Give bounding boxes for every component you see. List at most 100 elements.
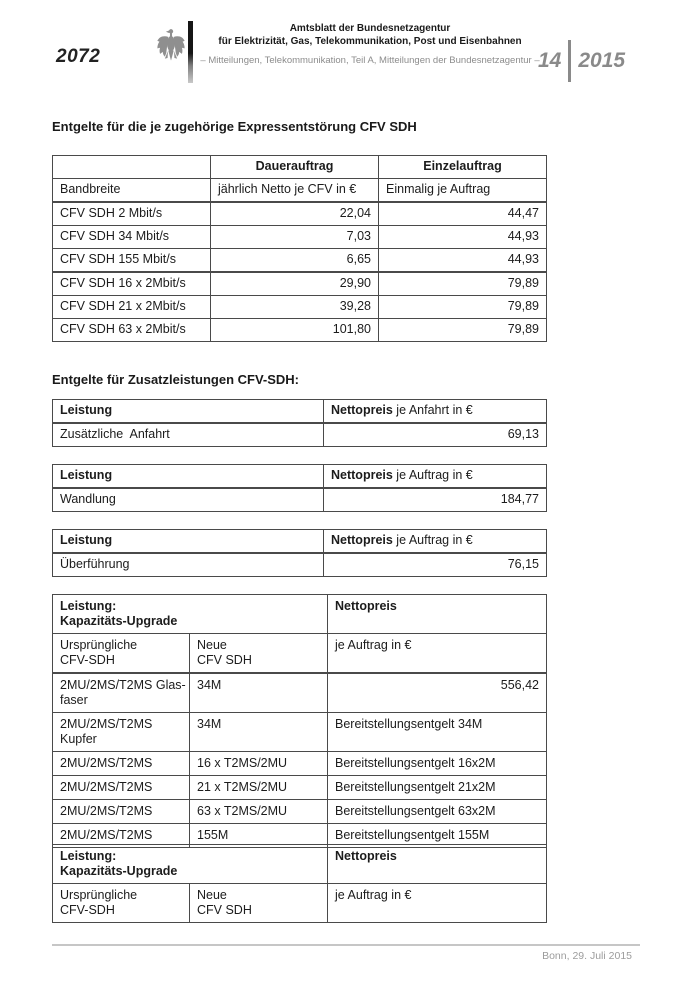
table-row: CFV SDH 63 x 2Mbit/s 101,80 79,89 — [52, 318, 547, 342]
issue-separator-bar — [568, 40, 572, 82]
table-cell: 7,03 — [210, 225, 379, 249]
table-row: CFV SDH 155 Mbit/s 6,65 44,93 — [52, 248, 547, 273]
table-row: 2MU/2MS/T2MS 16 x T2MS/2MU Bereitstellun… — [52, 751, 548, 776]
footer-date: Bonn, 29. Juli 2015 — [542, 950, 632, 962]
table-cell: 2MU/2MS/T2MS — [52, 823, 190, 848]
table-row: 2MU/2MS/T2MS 63 x T2MS/2MU Bereitstellun… — [52, 799, 548, 824]
masthead-divider-bar — [188, 21, 193, 83]
table-row: 2MU/2MS/T2MS 21 x T2MS/2MU Bereitstellun… — [52, 775, 548, 800]
federal-eagle-icon — [156, 23, 186, 72]
table-cell: 16 x T2MS/2MU — [188, 751, 329, 776]
table-cell: 6,65 — [210, 248, 379, 273]
header-row: Leistung Nettopreis je Anfahrt in € — [52, 399, 547, 424]
table-cell: Bereitstellungsentgelt 21x2M — [327, 775, 548, 800]
table-cell: CFV SDH 155 Mbit/s — [52, 248, 211, 273]
header-cell: Bandbreite — [52, 178, 211, 203]
header-cell: Ursprüngliche CFV-SDH — [52, 633, 190, 674]
table-row: 2MU/2MS/T2MS Glas- faser 34M 556,42 — [52, 672, 548, 713]
price-header-bold: Nettopreis — [331, 468, 393, 482]
header-cell: Nettopreis je Auftrag in € — [323, 464, 547, 489]
table-cell: 2MU/2MS/T2MS Kupfer — [52, 712, 190, 752]
table-cell: 34M — [188, 712, 329, 752]
table-cell: CFV SDH 21 x 2Mbit/s — [52, 295, 211, 319]
header-row: Dauerauftrag Einzelauftrag — [52, 155, 547, 179]
header-cell: Nettopreis je Auftrag in € — [323, 529, 547, 554]
header-cell: Einzelauftrag — [378, 155, 547, 179]
header-cell: Leistung — [52, 464, 324, 489]
table-cell: CFV SDH 16 x 2Mbit/s — [52, 271, 211, 296]
table-cell: 29,90 — [210, 271, 379, 296]
header-cell: jährlich Netto je CFV in € — [210, 178, 379, 203]
wandlung-charge-table: Leistung Nettopreis je Auftrag in € Wand… — [52, 464, 547, 512]
header-row: Leistung: Kapazitäts-Upgrade Nettopreis — [51, 594, 548, 634]
express-fault-charges-table: Dauerauftrag Einzelauftrag Bandbreite jä… — [52, 155, 547, 342]
issue-year: 2015 — [578, 49, 626, 72]
masthead-subtitle: – Mitteilungen, Telekommunikation, Teil … — [200, 55, 540, 66]
table-cell: 21 x T2MS/2MU — [188, 775, 329, 800]
anfahrt-charge-table: Leistung Nettopreis je Anfahrt in € Zusä… — [52, 399, 547, 447]
header-cell: Leistung: Kapazitäts-Upgrade — [51, 594, 329, 634]
header-row: Leistung Nettopreis je Auftrag in € — [52, 529, 547, 554]
section-title-additional-services: Entgelte für Zusatzleistungen CFV-SDH: — [52, 372, 300, 387]
price-header-rest: je Auftrag in € — [392, 533, 473, 547]
table-cell: 556,42 — [327, 672, 548, 713]
issue-number: 14 — [538, 49, 562, 72]
header-row: Ursprüngliche CFV-SDH Neue CFV SDH je Au… — [52, 633, 548, 674]
table-cell: 155M — [188, 823, 329, 848]
table-cell: Bereitstellungsentgelt 16x2M — [327, 751, 548, 776]
header-cell: Nettopreis je Anfahrt in € — [323, 399, 547, 424]
table-row: CFV SDH 21 x 2Mbit/s 39,28 79,89 — [52, 295, 547, 319]
table-row: 2MU/2MS/T2MS 155M Bereitstellungsentgelt… — [52, 823, 548, 848]
table-cell: 39,28 — [210, 295, 379, 319]
table-cell: 184,77 — [323, 487, 547, 512]
table-cell: CFV SDH 34 Mbit/s — [52, 225, 211, 249]
price-header-bold: Nettopreis — [331, 533, 393, 547]
header-cell: Dauerauftrag — [210, 155, 379, 179]
header-cell — [52, 155, 211, 179]
table-cell: 79,89 — [378, 271, 547, 296]
header-cell: Leistung — [52, 399, 324, 424]
header-cell: Leistung — [52, 529, 324, 554]
header-cell: Neue CFV SDH — [188, 633, 329, 674]
header-row: Leistung Nettopreis je Auftrag in € — [52, 464, 547, 489]
ueberfuehrung-charge-table: Leistung Nettopreis je Auftrag in € Über… — [52, 529, 547, 577]
header-cell: Nettopreis — [327, 844, 548, 884]
price-header-bold: Nettopreis — [331, 403, 393, 417]
table-row: Wandlung 184,77 — [52, 487, 547, 512]
section-title-express-charges: Entgelte für die je zugehörige Expressen… — [52, 119, 417, 134]
masthead-title-line1: Amtsblatt der Bundesnetzagentur — [289, 23, 451, 34]
table-cell: 76,15 — [323, 552, 547, 577]
masthead-title-line2: für Elektrizität, Gas, Telekommunikation… — [218, 36, 522, 47]
issue-info: 14 2015 — [538, 40, 625, 82]
table-cell: 79,89 — [378, 295, 547, 319]
page-number: 2072 — [56, 46, 101, 67]
table-cell: 2MU/2MS/T2MS — [52, 751, 190, 776]
header-cell: Neue CFV SDH — [188, 883, 329, 923]
table-cell: Bereitstellungsentgelt 63x2M — [327, 799, 548, 824]
table-cell: 44,93 — [378, 248, 547, 273]
table-row: 2MU/2MS/T2MS Kupfer 34M Bereitstellungse… — [52, 712, 548, 752]
table-cell: CFV SDH 63 x 2Mbit/s — [52, 318, 211, 342]
price-header-rest: je Auftrag in € — [392, 468, 473, 482]
table-cell: 2MU/2MS/T2MS — [52, 775, 190, 800]
table-cell: 2MU/2MS/T2MS — [52, 799, 190, 824]
header-cell: Einmalig je Auftrag — [378, 178, 547, 203]
table-cell: 22,04 — [210, 201, 379, 226]
price-header-rest: je Anfahrt in € — [392, 403, 473, 417]
masthead: Amtsblatt der Bundesnetzagentur für Elek… — [200, 22, 540, 67]
table-cell: 79,89 — [378, 318, 547, 342]
table-cell: 34M — [188, 672, 329, 713]
table-cell: 2MU/2MS/T2MS Glas- faser — [52, 672, 190, 713]
table-cell: Überführung — [52, 552, 324, 577]
footer-rule — [52, 944, 640, 946]
header-cell: je Auftrag in € — [327, 633, 548, 674]
table-cell: Bereitstellungsentgelt 34M — [327, 712, 548, 752]
header-row: Ursprüngliche CFV-SDH Neue CFV SDH je Au… — [52, 883, 548, 923]
table-cell: Wandlung — [52, 487, 324, 512]
table-cell: 101,80 — [210, 318, 379, 342]
table-row: Überführung 76,15 — [52, 552, 547, 577]
header-row: Bandbreite jährlich Netto je CFV in € Ei… — [52, 178, 547, 203]
table-cell: 44,93 — [378, 225, 547, 249]
table-row: CFV SDH 34 Mbit/s 7,03 44,93 — [52, 225, 547, 249]
